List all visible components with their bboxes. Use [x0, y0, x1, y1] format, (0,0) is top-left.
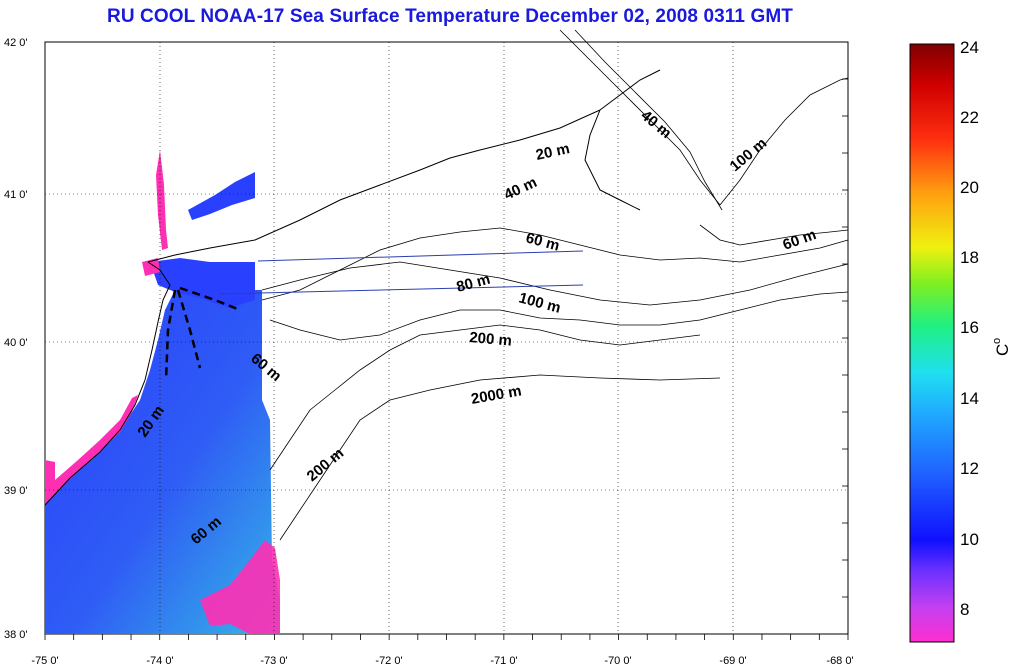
colorbar-tick-label: 20 — [960, 178, 979, 197]
x-tick-label: -69 0' — [719, 655, 746, 667]
grid-lines — [44, 41, 849, 640]
colorbar-tick-label: 22 — [960, 108, 979, 127]
y-tick-label: 39 0' — [4, 485, 28, 497]
bathymetry-contours — [261, 29, 849, 541]
colorbar — [909, 43, 955, 643]
colorbar-tick-label: 16 — [960, 318, 979, 337]
colorbar-tick-label: 14 — [960, 389, 979, 408]
contour-label: 20 m — [534, 140, 571, 164]
cloud-flag-harbor — [142, 258, 160, 276]
colorbar-tick-label: 12 — [960, 459, 979, 478]
colorbar-unit: C o — [991, 338, 1012, 356]
x-tick-label: -70 0' — [604, 655, 631, 667]
x-tick-label: -71 0' — [490, 655, 517, 667]
colorbar-tick-label: 24 — [960, 38, 979, 57]
cloud-flag-south — [200, 540, 280, 634]
y-tick-label: 41 0' — [4, 189, 28, 201]
y-tick-label: 40 0' — [4, 337, 28, 349]
x-tick-label: -68 0' — [826, 655, 853, 667]
y-tick-label: 42 0' — [4, 37, 28, 49]
x-tick-label: -73 0' — [260, 655, 287, 667]
transect-lines — [219, 250, 584, 295]
cloud-flag-hook — [156, 150, 168, 250]
colorbar-tick-label: 18 — [960, 248, 979, 267]
x-tick-label: -74 0' — [146, 655, 173, 667]
sst-data-layer — [45, 150, 280, 634]
coastline — [44, 69, 661, 506]
dashed-lines — [164, 286, 241, 381]
x-tick-label: -72 0' — [375, 655, 402, 667]
colorbar-ticks: 24 22 20 18 16 14 12 10 8 — [960, 38, 979, 619]
x-axis-ticks: -75 0' -74 0' -73 0' -72 0' -71 0' -70 0… — [31, 655, 853, 667]
cloud-flag-coast — [45, 395, 138, 505]
y-tick-label: 38 0' — [4, 629, 28, 641]
contour-label: 200 m — [469, 329, 513, 350]
sst-shelf-patch — [45, 290, 280, 634]
sst-harbor-patch — [150, 258, 255, 308]
colorbar-unit-superscript: o — [991, 338, 1003, 344]
y-axis-ticks: 42 0' 41 0' 40 0' 39 0' 38 0' — [4, 37, 28, 641]
sst-sound-patch — [188, 172, 255, 220]
colorbar-tick-label: 8 — [960, 600, 969, 619]
cloud-flag-edge — [45, 460, 55, 500]
colorbar-tick-label: 10 — [960, 530, 979, 549]
map-title: RU COOL NOAA-17 Sea Surface Temperature … — [107, 6, 793, 27]
x-tick-label: -75 0' — [31, 655, 58, 667]
colorbar-unit-label: C — [993, 344, 1012, 356]
